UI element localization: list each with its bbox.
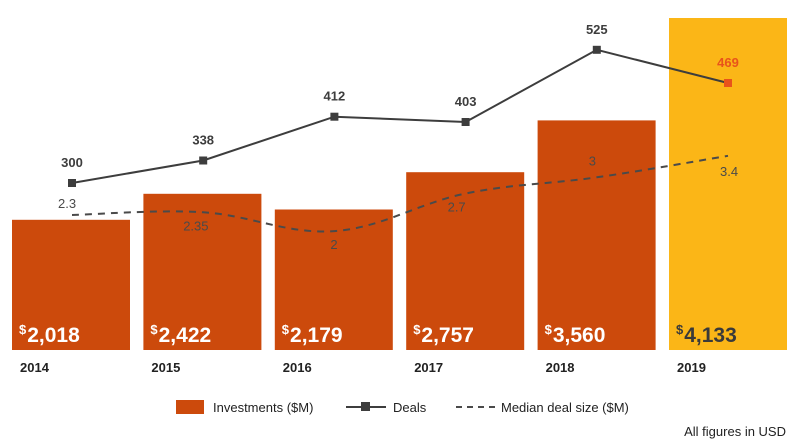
bar-value-2017: $2,757	[413, 322, 474, 347]
year-labels-group: 2014 2015 2016 2017 2018 2019	[20, 360, 706, 375]
median-label-2016: 2	[330, 237, 337, 252]
deals-marker-2019	[724, 79, 732, 87]
bar-2017	[406, 172, 525, 350]
bar-2015	[143, 193, 262, 350]
bar-2016	[274, 209, 393, 350]
deals-line	[71, 48, 729, 184]
median-label-2014: 2.3	[58, 196, 76, 211]
median-deal-size-line	[71, 154, 729, 233]
bar-value-2018: $3,560	[545, 322, 606, 347]
deals-marker-2014	[68, 179, 76, 187]
legend-swatch-investments	[176, 400, 204, 414]
median-label-2019: 3.4	[720, 164, 738, 179]
bar-2014	[12, 219, 130, 350]
bar-value-2014: $2,018	[19, 322, 80, 347]
year-label-2016: 2016	[283, 360, 312, 375]
bar-2018	[537, 120, 656, 351]
footnote: All figures in USD	[684, 424, 786, 439]
legend-marker-deals	[361, 402, 370, 411]
deals-label-2018: 525	[586, 22, 608, 37]
legend-label-investments: Investments ($M)	[213, 400, 313, 415]
year-label-2018: 2018	[546, 360, 575, 375]
bar-value-2019: $4,133	[676, 322, 737, 347]
year-label-2015: 2015	[151, 360, 180, 375]
bar-value-2015: $2,422	[150, 322, 211, 347]
deals-line-group: 300 338 412 403 525 469	[61, 22, 739, 187]
deals-marker-2015	[199, 156, 208, 165]
year-label-2019: 2019	[677, 360, 706, 375]
year-label-2014: 2014	[20, 360, 50, 375]
median-label-2015: 2.35	[183, 218, 208, 233]
deals-label-2019: 469	[717, 55, 739, 70]
year-label-2017: 2017	[414, 360, 443, 375]
deals-marker-2017	[461, 118, 470, 126]
legend-label-deals: Deals	[393, 400, 427, 415]
deals-marker-2018	[592, 45, 601, 54]
bar-value-2016: $2,179	[282, 322, 343, 347]
median-label-2018: 3	[589, 153, 596, 168]
deals-label-2016: 412	[324, 89, 346, 104]
legend: Investments ($M) Deals Median deal size …	[176, 400, 629, 415]
deals-label-2017: 403	[455, 94, 477, 109]
median-label-2017: 2.7	[448, 200, 466, 215]
legend-label-median: Median deal size ($M)	[501, 400, 629, 415]
median-line-group: 2.3 2.35 2 2.7 3 3.4	[58, 153, 738, 252]
deals-marker-2016	[330, 112, 339, 121]
deals-label-2015: 338	[192, 133, 214, 148]
bars-group: $2,018 $2,422 $2,179 $2,757 $3,560 $4,133	[12, 18, 787, 351]
deals-label-2014: 300	[61, 155, 83, 170]
